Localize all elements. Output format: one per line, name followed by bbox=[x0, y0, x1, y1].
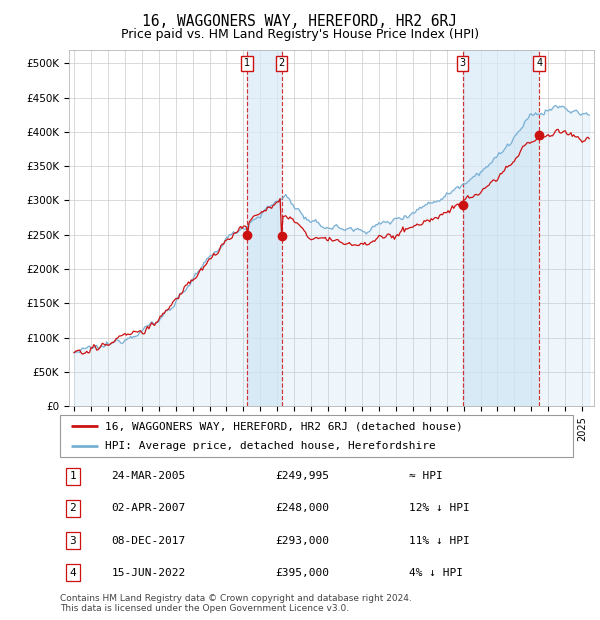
Text: 24-MAR-2005: 24-MAR-2005 bbox=[112, 471, 185, 481]
Text: 15-JUN-2022: 15-JUN-2022 bbox=[112, 568, 185, 578]
Bar bbox=[463, 50, 539, 406]
Text: ≈ HPI: ≈ HPI bbox=[409, 471, 443, 481]
Text: £293,000: £293,000 bbox=[275, 536, 329, 546]
Text: Price paid vs. HM Land Registry's House Price Index (HPI): Price paid vs. HM Land Registry's House … bbox=[121, 28, 479, 41]
Text: 4: 4 bbox=[536, 58, 542, 68]
Bar bbox=[247, 50, 281, 406]
Text: 4: 4 bbox=[70, 568, 76, 578]
Text: 16, WAGGONERS WAY, HEREFORD, HR2 6RJ (detached house): 16, WAGGONERS WAY, HEREFORD, HR2 6RJ (de… bbox=[105, 421, 463, 431]
Text: £249,995: £249,995 bbox=[275, 471, 329, 481]
Text: 02-APR-2007: 02-APR-2007 bbox=[112, 503, 185, 513]
Text: £248,000: £248,000 bbox=[275, 503, 329, 513]
Text: 11% ↓ HPI: 11% ↓ HPI bbox=[409, 536, 470, 546]
Text: 4% ↓ HPI: 4% ↓ HPI bbox=[409, 568, 463, 578]
Text: 2: 2 bbox=[70, 503, 76, 513]
Text: Contains HM Land Registry data © Crown copyright and database right 2024.
This d: Contains HM Land Registry data © Crown c… bbox=[60, 594, 412, 613]
Text: 3: 3 bbox=[460, 58, 466, 68]
Text: 1: 1 bbox=[70, 471, 76, 481]
Text: HPI: Average price, detached house, Herefordshire: HPI: Average price, detached house, Here… bbox=[105, 441, 436, 451]
Text: 12% ↓ HPI: 12% ↓ HPI bbox=[409, 503, 470, 513]
Text: 1: 1 bbox=[244, 58, 250, 68]
Text: 2: 2 bbox=[278, 58, 284, 68]
Text: 3: 3 bbox=[70, 536, 76, 546]
Text: 16, WAGGONERS WAY, HEREFORD, HR2 6RJ: 16, WAGGONERS WAY, HEREFORD, HR2 6RJ bbox=[143, 14, 458, 29]
Text: 08-DEC-2017: 08-DEC-2017 bbox=[112, 536, 185, 546]
Text: £395,000: £395,000 bbox=[275, 568, 329, 578]
